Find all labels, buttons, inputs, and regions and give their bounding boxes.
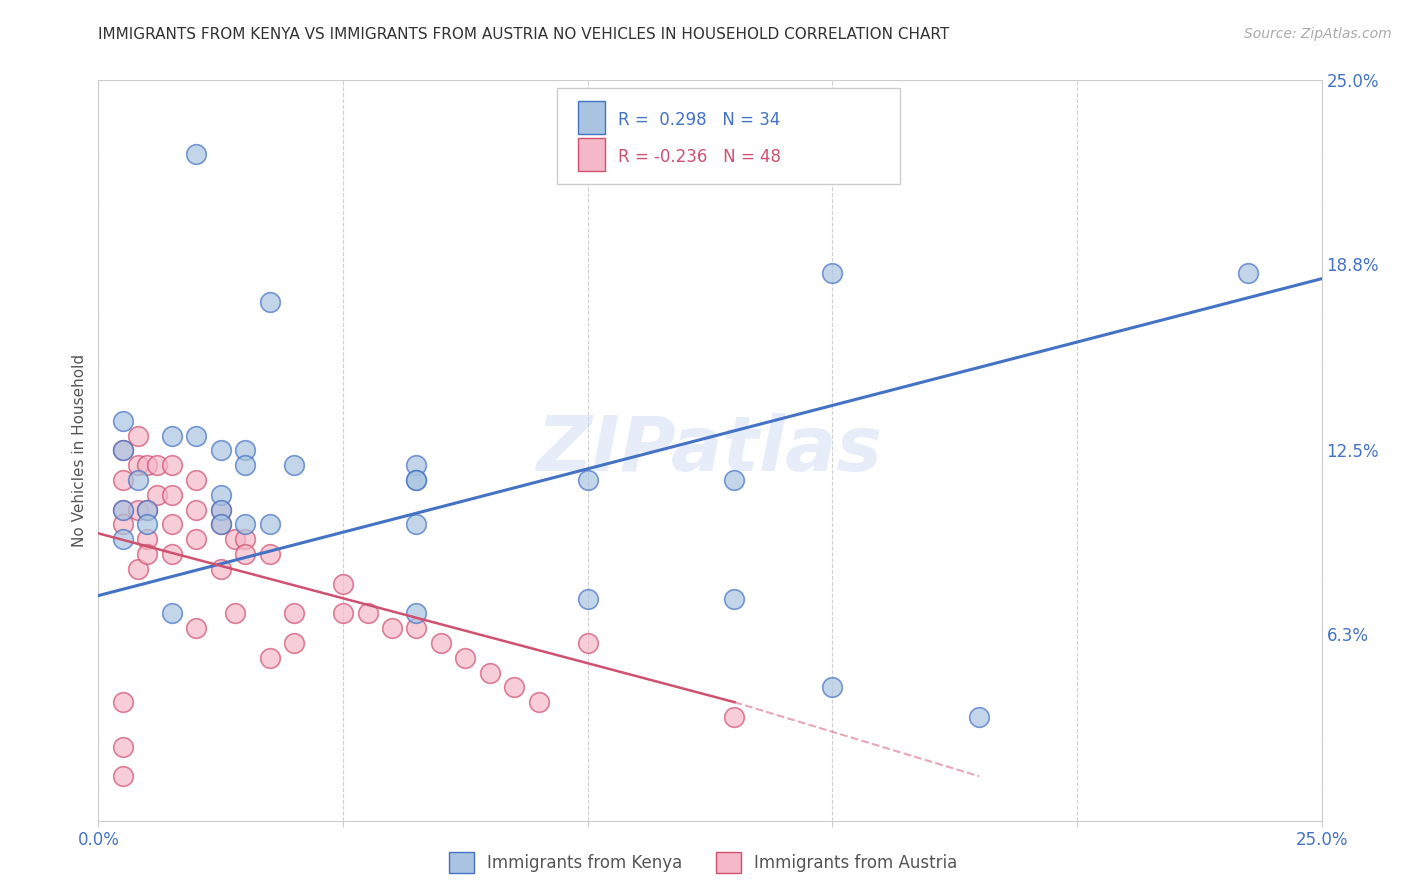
Point — [111, 502, 134, 516]
Point — [111, 739, 134, 754]
FancyBboxPatch shape — [557, 87, 900, 184]
Y-axis label: No Vehicles in Household: No Vehicles in Household — [72, 354, 87, 547]
Point — [430, 636, 453, 650]
Point — [209, 488, 232, 502]
Point — [209, 502, 232, 516]
Point — [356, 607, 378, 621]
Point — [967, 710, 990, 724]
Point — [576, 473, 599, 487]
Point — [160, 428, 183, 442]
Point — [160, 458, 183, 473]
Point — [160, 547, 183, 561]
Point — [186, 502, 208, 516]
Point — [405, 458, 427, 473]
Point — [405, 621, 427, 635]
Point — [527, 695, 550, 709]
Point — [503, 681, 526, 695]
Point — [136, 547, 159, 561]
Point — [1237, 266, 1260, 280]
Point — [136, 502, 159, 516]
Point — [127, 562, 149, 576]
Point — [332, 607, 354, 621]
Point — [111, 443, 134, 458]
Point — [224, 607, 246, 621]
Point — [209, 517, 232, 532]
Point — [146, 488, 169, 502]
Text: Source: ZipAtlas.com: Source: ZipAtlas.com — [1244, 27, 1392, 41]
Point — [283, 458, 305, 473]
Point — [283, 636, 305, 650]
Point — [209, 502, 232, 516]
FancyBboxPatch shape — [578, 101, 605, 135]
Point — [821, 266, 844, 280]
Text: R = -0.236   N = 48: R = -0.236 N = 48 — [619, 147, 782, 166]
Point — [136, 517, 159, 532]
Point — [405, 517, 427, 532]
Point — [233, 517, 256, 532]
Point — [259, 295, 281, 310]
Point — [224, 533, 246, 547]
Point — [111, 517, 134, 532]
Point — [259, 547, 281, 561]
Point — [186, 473, 208, 487]
Point — [259, 650, 281, 665]
Legend: Immigrants from Kenya, Immigrants from Austria: Immigrants from Kenya, Immigrants from A… — [441, 846, 965, 880]
Point — [576, 591, 599, 606]
Point — [209, 443, 232, 458]
Point — [111, 533, 134, 547]
Point — [723, 591, 745, 606]
Point — [283, 607, 305, 621]
Point — [332, 576, 354, 591]
Point — [111, 769, 134, 783]
Point — [111, 443, 134, 458]
Point — [127, 502, 149, 516]
Point — [405, 473, 427, 487]
Point — [259, 517, 281, 532]
Point — [186, 147, 208, 161]
FancyBboxPatch shape — [578, 138, 605, 171]
Point — [127, 458, 149, 473]
Point — [209, 517, 232, 532]
Point — [160, 488, 183, 502]
Point — [233, 547, 256, 561]
Point — [186, 533, 208, 547]
Point — [381, 621, 404, 635]
Point — [186, 621, 208, 635]
Point — [723, 710, 745, 724]
Point — [136, 533, 159, 547]
Point — [111, 414, 134, 428]
Point — [136, 502, 159, 516]
Point — [146, 458, 169, 473]
Point — [454, 650, 477, 665]
Point — [723, 473, 745, 487]
Point — [160, 517, 183, 532]
Point — [111, 473, 134, 487]
Point — [478, 665, 501, 680]
Text: IMMIGRANTS FROM KENYA VS IMMIGRANTS FROM AUSTRIA NO VEHICLES IN HOUSEHOLD CORREL: IMMIGRANTS FROM KENYA VS IMMIGRANTS FROM… — [98, 27, 949, 42]
Point — [209, 562, 232, 576]
Point — [136, 458, 159, 473]
Point — [160, 607, 183, 621]
Point — [233, 443, 256, 458]
Point — [111, 695, 134, 709]
Point — [821, 681, 844, 695]
Point — [405, 473, 427, 487]
Point — [576, 636, 599, 650]
Point — [405, 607, 427, 621]
Point — [127, 428, 149, 442]
Point — [233, 458, 256, 473]
Text: R =  0.298   N = 34: R = 0.298 N = 34 — [619, 111, 780, 128]
Point — [233, 533, 256, 547]
Point — [127, 473, 149, 487]
Point — [111, 502, 134, 516]
Point — [186, 428, 208, 442]
Text: ZIPatlas: ZIPatlas — [537, 414, 883, 487]
